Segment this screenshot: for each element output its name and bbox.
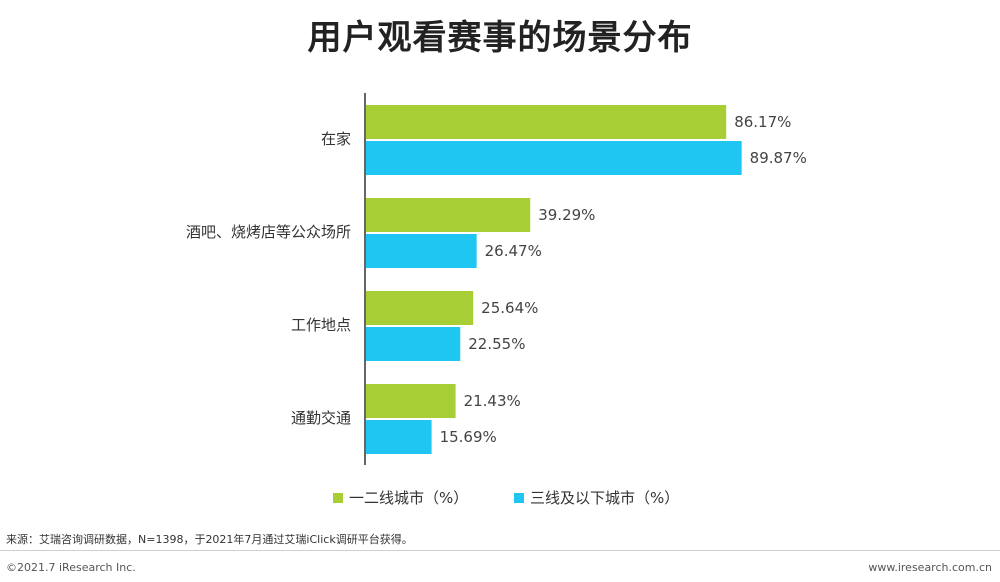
bar-chart: 在家 86.17% 89.87% 酒吧、烧烤店等公众场所 39.29% 26.47% 工作地… (186, 93, 807, 465)
value-label: 39.29% (538, 206, 595, 224)
footer-divider (0, 550, 1000, 551)
chart-title: 用户观看赛事的场景分布 (307, 18, 693, 58)
value-label: 22.55% (468, 335, 525, 353)
bar-series1 (366, 105, 727, 139)
footer-website: www.iresearch.com.cn (868, 561, 992, 574)
legend-item-series1: 一二线城市（%） (333, 487, 468, 508)
category-label: 通勤交通 (291, 409, 351, 427)
legend-label-series1: 一二线城市（%） (349, 489, 469, 507)
category-label: 酒吧、烧烤店等公众场所 (186, 223, 351, 241)
category-label: 在家 (321, 130, 351, 148)
bar-series2 (366, 234, 477, 268)
value-label: 26.47% (485, 242, 542, 260)
value-label: 21.43% (464, 392, 521, 410)
bar-series1 (366, 198, 531, 232)
bar-series2 (366, 141, 742, 175)
bar-series1 (366, 291, 474, 325)
value-label: 89.87% (750, 149, 807, 167)
value-label: 25.64% (481, 299, 538, 317)
bar-series2 (366, 327, 461, 361)
bar-series1 (366, 384, 456, 418)
value-label: 15.69% (440, 428, 497, 446)
category-label: 工作地点 (291, 316, 351, 334)
bar-series2 (366, 420, 432, 454)
source-note: 来源：艾瑞咨询调研数据，N=1398，于2021年7月通过艾瑞iClick调研平… (6, 533, 413, 546)
footer-copyright: ©2021.7 iResearch Inc. (6, 561, 136, 574)
value-label: 86.17% (734, 113, 791, 131)
legend-label-series2: 三线及以下城市（%） (530, 489, 680, 507)
legend-swatch-series1 (333, 492, 343, 503)
legend-item-series2: 三线及以下城市（%） (514, 487, 679, 508)
legend-swatch-series2 (514, 492, 524, 503)
